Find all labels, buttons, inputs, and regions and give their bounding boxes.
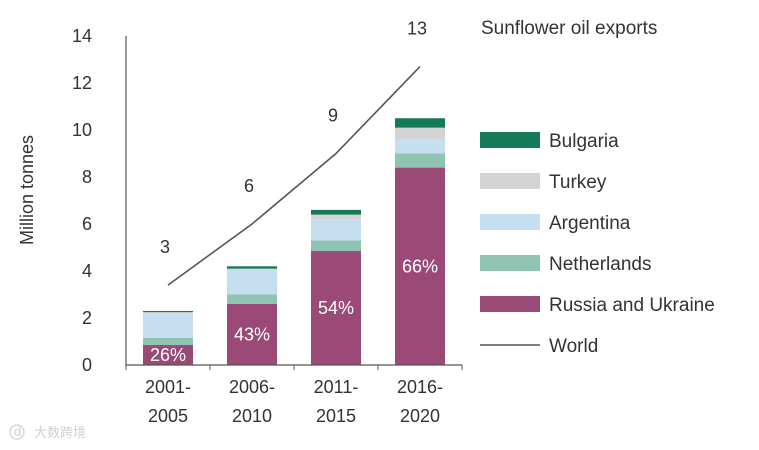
x-tick-label: 2001-: [145, 377, 191, 397]
legend-item-bulgaria: Bulgaria: [480, 131, 619, 152]
watermark-text: 大数跨境: [34, 425, 86, 440]
x-tick-label: 2006-: [229, 377, 275, 397]
legend-swatch: [480, 296, 540, 312]
x-tick-label: 2020: [400, 406, 440, 426]
legend-label: Turkey: [549, 172, 607, 193]
bar-netherlands: [395, 153, 445, 168]
legend-item-netherlands: Netherlands: [480, 254, 651, 275]
y-tick-label: 0: [82, 355, 92, 375]
bar-argentina: [311, 219, 361, 241]
x-tick-label: 2005: [148, 406, 188, 426]
share-label: 54%: [318, 298, 354, 318]
bar-russia-and-ukraine: [227, 303, 277, 365]
bar-bulgaria: [311, 209, 361, 215]
world-value-label: 6: [244, 176, 254, 196]
bar-turkey: [395, 127, 445, 140]
y-tick-label: 4: [82, 261, 92, 281]
x-tick-label: 2011-: [314, 377, 359, 397]
x-tick-label: 2016-: [397, 377, 443, 397]
legend-label: World: [549, 336, 598, 357]
watermark: d 大数跨境: [9, 424, 86, 440]
legend-label: Argentina: [549, 213, 631, 234]
bar-bulgaria: [395, 118, 445, 128]
bar-netherlands: [311, 240, 361, 252]
world-value-label: 3: [160, 237, 170, 257]
world-value-label: 13: [407, 19, 427, 39]
bar-argentina: [227, 269, 277, 295]
world-line: [167, 65, 421, 286]
bars: 26% 43% 54% 66%: [143, 118, 445, 365]
legend-label: Netherlands: [549, 254, 651, 275]
x-tick-label: 2010: [232, 406, 272, 426]
legend: Bulgaria Turkey Argentina Netherlands Russia…: [480, 131, 715, 357]
share-label: 43%: [234, 324, 270, 344]
y-tick-label: 2: [82, 308, 92, 328]
y-tick-label: 14: [72, 26, 92, 46]
x-axis: 2001- 2005 2006- 2010 2011- 2015 2016- 2020: [125, 364, 463, 426]
bar-netherlands: [227, 294, 277, 304]
x-tick-label: 2015: [316, 406, 356, 426]
legend-swatch: [480, 173, 540, 189]
y-axis: 0 2 4 6 8 10 12 14: [72, 26, 127, 375]
y-tick-label: 8: [82, 167, 92, 187]
legend-label: Bulgaria: [549, 131, 619, 152]
world-series: 3 6 9 13: [160, 19, 427, 286]
watermark-logo: d: [14, 424, 21, 439]
y-tick-label: 12: [72, 73, 92, 93]
bar-turkey: [227, 268, 277, 270]
legend-swatch: [480, 255, 540, 271]
bar-argentina: [395, 139, 445, 154]
chart-title: Sunflower oil exports: [481, 18, 657, 39]
legend-item-argentina: Argentina: [480, 213, 631, 234]
bar-russia-and-ukraine: [311, 251, 361, 365]
legend-item-russia-and-ukraine: Russia and Ukraine: [480, 295, 715, 316]
world-value-label: 9: [328, 106, 338, 126]
bar-bulgaria: [227, 266, 277, 269]
bar-russia-and-ukraine: [143, 345, 193, 365]
legend-label: Russia and Ukraine: [549, 295, 715, 316]
y-tick-label: 6: [82, 214, 92, 234]
legend-item-world: World: [480, 336, 598, 357]
bar-russia-and-ukraine: [395, 167, 445, 365]
y-tick-label: 10: [72, 120, 92, 140]
y-axis-label: Million tonnes: [17, 135, 37, 245]
legend-swatch: [480, 132, 540, 148]
share-label: 26%: [150, 345, 186, 365]
bar-turkey: [311, 214, 361, 220]
watermark-logo-icon: [9, 424, 25, 440]
share-label: 66%: [402, 256, 438, 276]
legend-swatch: [480, 214, 540, 230]
bar-netherlands: [143, 337, 193, 346]
bar-bulgaria: [143, 310, 193, 313]
bar-argentina: [143, 313, 193, 338]
legend-item-turkey: Turkey: [480, 172, 607, 193]
bar-turkey: [143, 312, 193, 314]
